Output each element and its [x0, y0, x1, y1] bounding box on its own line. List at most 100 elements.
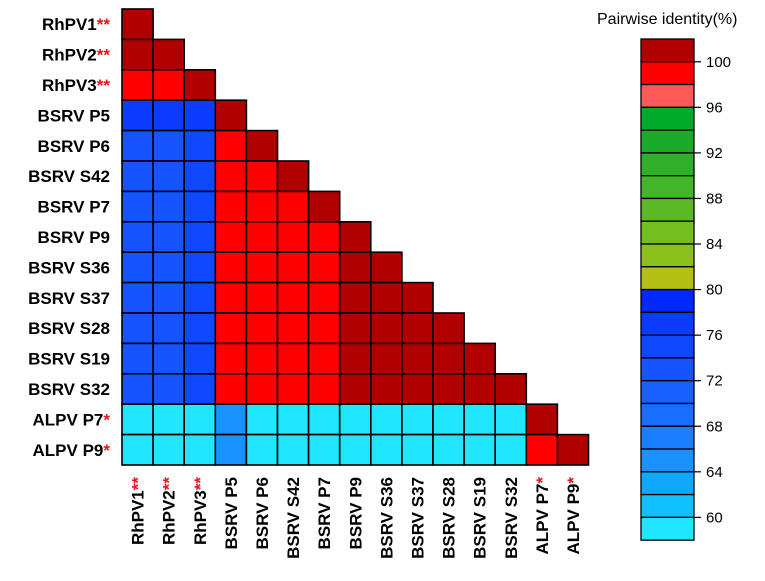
- heatmap-cell: [432, 433, 465, 466]
- heatmap-cell: [401, 342, 434, 375]
- legend-tick-label: 72: [706, 373, 723, 390]
- heatmap-cell: [183, 433, 217, 466]
- heatmap-cell: [556, 433, 590, 466]
- heatmap-cell: [152, 433, 186, 466]
- heatmap-cell: [369, 342, 403, 375]
- heatmap-cell: [245, 281, 279, 314]
- heatmap-cell: [214, 372, 248, 405]
- heatmap-cell: [214, 129, 248, 162]
- heatmap-cell: [307, 403, 341, 436]
- heatmap-cell: [121, 433, 154, 466]
- legend-bin: [640, 516, 695, 541]
- legend-bin: [640, 152, 695, 177]
- legend-bin: [640, 311, 695, 336]
- row-label: ALPV P7*: [33, 410, 111, 429]
- legend-tick-label: 80: [706, 282, 723, 299]
- heatmap-cell: [121, 281, 154, 314]
- row-label: RhPV2**: [42, 46, 110, 65]
- heatmap-cell: [121, 160, 154, 193]
- heatmap-cell: [183, 99, 217, 132]
- heatmap-cell: [245, 433, 279, 466]
- heatmap-cell: [121, 129, 154, 162]
- legend-bin: [640, 380, 695, 405]
- heatmap-cell: [369, 312, 403, 345]
- heatmap-cell: [183, 129, 217, 162]
- legend-bin: [640, 448, 695, 473]
- heatmap-cell: [463, 342, 497, 375]
- legend-bin: [640, 288, 695, 314]
- legend-tick-label: 100: [706, 54, 731, 71]
- legend-tick-label: 88: [706, 190, 723, 207]
- heatmap-cell: [121, 221, 154, 254]
- legend-bin: [640, 106, 695, 131]
- heatmap-cell: [432, 312, 465, 345]
- legend-bin: [640, 220, 695, 245]
- heatmap-cell: [152, 69, 186, 102]
- heatmap-cell: [214, 433, 248, 466]
- heatmap-cell: [463, 372, 497, 405]
- column-label: BSRV S19: [471, 477, 490, 559]
- row-label: BSRV P6: [38, 137, 110, 156]
- row-labels: RhPV1** RhPV2** RhPV3** BSRV P5 BSRV P6 BSRV …: [28, 15, 110, 460]
- heatmap-cell: [121, 38, 154, 71]
- column-label: RhPV3**: [191, 477, 210, 545]
- legend-bin: [640, 334, 695, 359]
- heatmap-cell: [183, 372, 217, 405]
- column-label: ALPV P7*: [533, 477, 552, 555]
- column-label: BSRV P6: [253, 477, 272, 549]
- heatmap-cell: [245, 190, 279, 223]
- heatmap-cell: [338, 251, 372, 284]
- heatmap-cell: [183, 160, 217, 193]
- legend-bin: [640, 357, 695, 382]
- heatmap-cell: [369, 251, 403, 284]
- heatmap-cell: [152, 251, 186, 284]
- row-label: BSRV P9: [38, 228, 110, 247]
- heatmap-cell: [338, 403, 372, 436]
- heatmap-cell: [401, 281, 434, 314]
- heatmap-cell: [494, 433, 528, 466]
- row-label: ALPV P9*: [33, 441, 111, 460]
- heatmap-cell: [121, 403, 154, 436]
- legend-tick-label: 84: [706, 236, 723, 253]
- heatmap-cell: [121, 69, 154, 102]
- heatmap-cell: [214, 99, 248, 132]
- heatmap-cell: [276, 281, 310, 314]
- heatmap-cell: [152, 312, 186, 345]
- heatmap-cell: [401, 312, 434, 345]
- column-label: BSRV S36: [377, 477, 396, 559]
- heatmap-cell: [338, 433, 372, 466]
- heatmap-cell: [338, 312, 372, 345]
- legend-bin: [640, 243, 695, 268]
- heatmap-cell: [214, 342, 248, 375]
- heatmap-cell: [183, 190, 217, 223]
- legend-tick-label: 60: [706, 509, 723, 526]
- heatmap-cell: [276, 221, 310, 254]
- heatmap-cell: [276, 160, 310, 193]
- legend-bin: [640, 425, 695, 450]
- heatmap-cell: [338, 342, 372, 375]
- heatmap-cell: [152, 129, 186, 162]
- legend-ticks: 100 96 92 88 84 80 76 72 68 64 60: [694, 54, 731, 526]
- heatmap-cell: [121, 251, 154, 284]
- legend-title: Pairwise identity(%): [597, 11, 737, 28]
- heatmap-cell: [152, 221, 186, 254]
- heatmap-cell: [307, 221, 341, 254]
- row-label: BSRV S19: [28, 350, 110, 369]
- heatmap-cell: [369, 433, 403, 466]
- heatmap-cell: [432, 372, 465, 405]
- heatmap-cell: [276, 372, 310, 405]
- row-label: BSRV P7: [38, 198, 110, 217]
- row-label: BSRV S28: [28, 319, 110, 338]
- legend-bin: [640, 266, 695, 291]
- heatmap-cell: [152, 38, 186, 71]
- legend-tick-label: 96: [706, 99, 723, 116]
- heatmap-cell: [183, 312, 217, 345]
- heatmap-cell: [245, 312, 279, 345]
- heatmap-cell: [401, 372, 434, 405]
- heatmap-cell: [121, 372, 154, 405]
- heatmap-cell: [183, 221, 217, 254]
- row-label: BSRV S42: [28, 167, 110, 186]
- heatmap-cell: [307, 342, 341, 375]
- heatmap-cell: [494, 403, 528, 436]
- heatmap-cell: [183, 251, 217, 284]
